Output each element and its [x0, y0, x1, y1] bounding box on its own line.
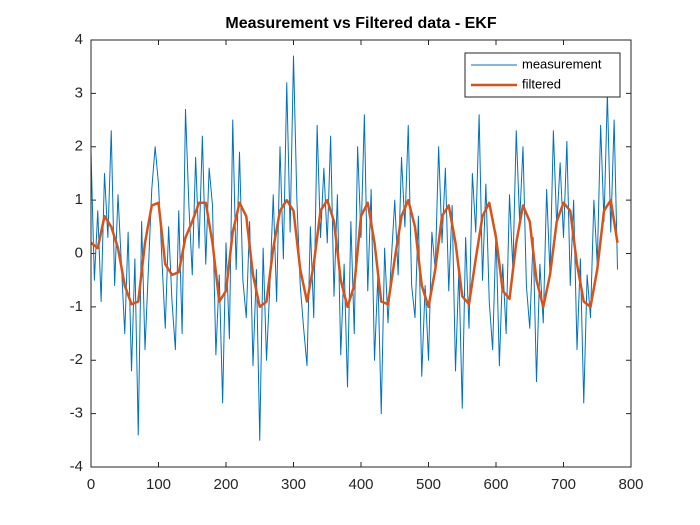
x-tick-label: 300 [281, 476, 306, 493]
x-tick-label: 700 [551, 476, 576, 493]
y-tick-label: 4 [75, 31, 83, 48]
y-tick-label: 1 [75, 191, 83, 208]
chart-title: Measurement vs Filtered data - EKF [225, 15, 496, 32]
y-tick-label: 2 [75, 138, 83, 155]
x-tick-label: 200 [213, 476, 238, 493]
x-tick-label: 0 [87, 476, 95, 493]
y-tick-label: -3 [70, 405, 83, 422]
y-tick-label: -1 [70, 298, 83, 315]
y-tick-label: 3 [75, 84, 83, 101]
x-tick-label: 100 [146, 476, 171, 493]
x-tick-label: 600 [483, 476, 508, 493]
x-tick-label: 400 [348, 476, 373, 493]
axes-box [90, 39, 632, 468]
y-tick-label: -4 [70, 458, 83, 475]
legend-label: measurement [522, 56, 602, 71]
y-tick-label: -2 [70, 351, 83, 368]
series-line [91, 55, 618, 441]
legend-box [464, 52, 621, 98]
plot-area [91, 40, 631, 467]
x-tick-label: 800 [618, 476, 643, 493]
series-line [91, 198, 619, 309]
legend-label: filtered [522, 76, 561, 91]
y-tick-label: 0 [75, 244, 83, 261]
x-tick-label: 500 [416, 476, 441, 493]
